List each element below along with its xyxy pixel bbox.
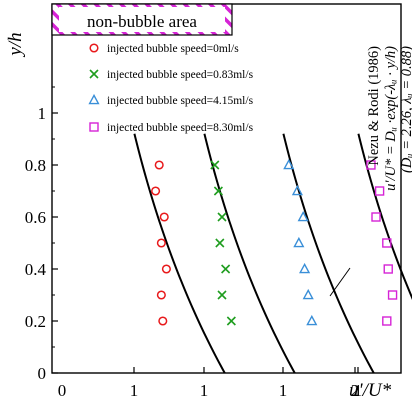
y-axis: 0 0.2 0.4 0.6 0.8 1 [25, 86, 58, 383]
x-axis-title: u'/U* [349, 380, 392, 401]
annotation-leader-line [329, 267, 351, 297]
legend-marker [89, 69, 99, 79]
theory-curves [133, 133, 412, 374]
data-point [382, 316, 392, 326]
data-point [156, 290, 166, 300]
data-point [283, 158, 295, 170]
x-tick-label: 2 [351, 381, 360, 400]
data-point [217, 212, 227, 222]
data-point [217, 290, 227, 300]
data-point [366, 160, 376, 170]
data-point [371, 212, 381, 222]
x-tick-label: 1 [130, 381, 139, 400]
reference-annotation: Nezu & Rodi (1986) u'/U* = Dᵤ ·exp(-λᵤ ·… [329, 46, 412, 297]
data-point [374, 186, 385, 196]
formula-label: u'/U* = Dᵤ ·exp(-λᵤ · y/h) [383, 46, 399, 191]
legend-label: injected bubble speed=4.15ml/s [107, 95, 254, 107]
x-tick-label: 1 [354, 381, 363, 400]
data-point [383, 264, 393, 274]
data-point [210, 160, 220, 170]
params-label: (Dᵤ = 2.26, λᵤ = 0.88) [399, 46, 412, 173]
non-bubble-label-bg [59, 7, 225, 32]
y-tick-label: 0.4 [25, 260, 47, 279]
data-point [215, 238, 225, 248]
x-tick-label: 1 [279, 381, 288, 400]
data-point [299, 262, 311, 274]
theory-curve [282, 133, 375, 374]
x-axis: 0111212 [58, 367, 363, 400]
theory-curve [357, 133, 412, 300]
data-point [306, 314, 318, 326]
data-point [158, 316, 168, 326]
theory-curve [203, 133, 296, 374]
legend-label: injected bubble speed=0.83ml/s [107, 69, 254, 81]
data-markers [151, 158, 398, 326]
plot-frame [51, 3, 402, 374]
y-axis-title: y/h [5, 32, 26, 57]
y-tick-label: 0 [38, 364, 47, 383]
data-point [161, 264, 171, 274]
legend-marker [89, 43, 99, 53]
data-point [221, 264, 231, 274]
data-point [159, 212, 169, 222]
legend: injected bubble speed=0ml/s injected bubb… [88, 43, 254, 134]
y-tick-label: 0.6 [25, 208, 46, 227]
y-tick-label: 1 [38, 104, 47, 123]
data-point [154, 160, 164, 170]
data-point [291, 184, 303, 196]
legend-label: injected bubble speed=0ml/s [107, 43, 239, 55]
data-point [213, 186, 223, 196]
y-tick-label: 0.2 [25, 312, 46, 331]
y-tick-label: 0.8 [25, 156, 46, 175]
data-point [387, 290, 398, 300]
data-point [293, 236, 305, 248]
data-point [226, 316, 236, 326]
x-tick-label: 0 [58, 381, 67, 400]
legend-marker [88, 93, 100, 105]
data-point [297, 210, 309, 222]
legend-label: injected bubble speed=8.30ml/s [107, 122, 254, 134]
data-point [382, 238, 392, 248]
x-tick-label: 1 [200, 381, 209, 400]
reference-label: Nezu & Rodi (1986) [366, 46, 382, 166]
legend-marker [89, 122, 99, 132]
non-bubble-area-label: non-bubble area [87, 12, 197, 31]
data-point [156, 238, 166, 248]
theory-curve [133, 133, 226, 374]
data-point [302, 288, 314, 300]
data-point [151, 186, 161, 196]
